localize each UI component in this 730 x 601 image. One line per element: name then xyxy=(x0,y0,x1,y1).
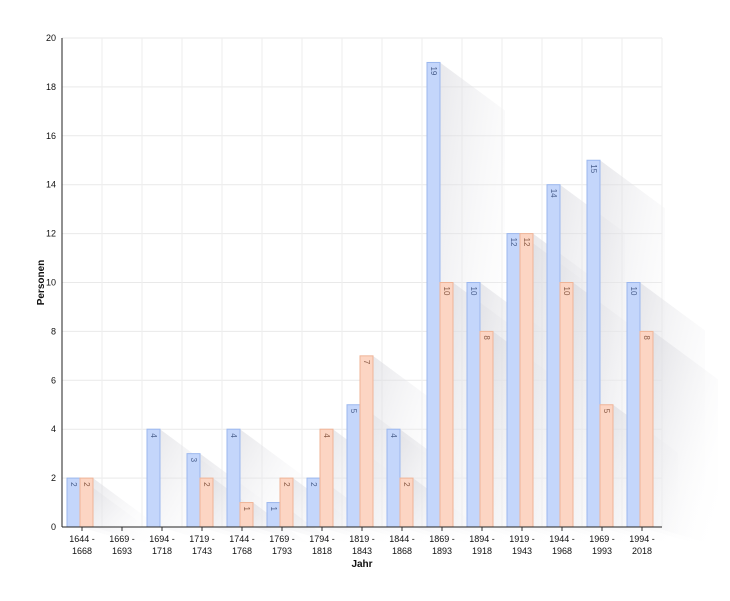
bar xyxy=(506,233,521,528)
bar-value-label: 8 xyxy=(482,335,491,340)
bar xyxy=(599,404,614,528)
x-tick-label: 1968 xyxy=(552,546,572,556)
y-tick-label: 6 xyxy=(51,375,56,385)
x-tick-label: 1844 - xyxy=(389,534,415,544)
bar xyxy=(386,428,401,528)
x-tick-label: 1719 - xyxy=(189,534,215,544)
y-tick-label: 20 xyxy=(46,33,56,43)
x-tick-label: 1794 - xyxy=(309,534,335,544)
bar-value-label: 2 xyxy=(402,482,411,487)
x-tick-label: 1744 - xyxy=(229,534,255,544)
x-tick-label: 1793 xyxy=(272,546,292,556)
bar-value-label: 2 xyxy=(309,482,318,487)
y-tick-label: 12 xyxy=(46,229,56,239)
x-tick-label: 1718 xyxy=(152,546,172,556)
bar-value-label: 10 xyxy=(562,287,571,296)
bar xyxy=(319,428,334,528)
bar xyxy=(466,282,481,528)
bar-value-label: 4 xyxy=(149,433,158,438)
x-tick-label: 1843 xyxy=(352,546,372,556)
y-tick-label: 14 xyxy=(46,180,56,190)
y-tick-label: 16 xyxy=(46,131,56,141)
x-tick-label: 1869 - xyxy=(429,534,455,544)
bar xyxy=(439,282,454,528)
bar-value-label: 4 xyxy=(322,433,331,438)
y-tick-label: 2 xyxy=(51,473,56,483)
bar-value-label: 12 xyxy=(509,238,518,247)
bar-value-label: 2 xyxy=(202,482,211,487)
bar xyxy=(426,61,441,528)
x-tick-label: 1894 - xyxy=(469,534,495,544)
x-tick-label: 1769 - xyxy=(269,534,295,544)
y-axis-title: Personen xyxy=(36,260,47,306)
y-tick-label: 0 xyxy=(51,522,56,532)
bar xyxy=(359,355,374,528)
bar xyxy=(479,330,494,528)
bar xyxy=(186,453,201,528)
bar-value-label: 19 xyxy=(429,66,438,75)
x-axis-title: Jahr xyxy=(351,559,372,570)
bar-value-label: 5 xyxy=(349,409,358,414)
x-tick-label: 1819 - xyxy=(349,534,375,544)
axes xyxy=(61,38,662,531)
bar-value-label: 8 xyxy=(642,335,651,340)
x-tick-label: 1668 xyxy=(72,546,92,556)
y-tick-label: 18 xyxy=(46,82,56,92)
bar-value-label: 2 xyxy=(69,482,78,487)
x-tick-label: 1943 xyxy=(512,546,532,556)
x-tick-label: 1768 xyxy=(232,546,252,556)
bar-value-label: 5 xyxy=(602,409,611,414)
bar-value-label: 1 xyxy=(242,507,251,512)
y-tick-label: 8 xyxy=(51,326,56,336)
bar-value-label: 10 xyxy=(442,287,451,296)
x-tick-label: 1868 xyxy=(392,546,412,556)
bar-value-label: 4 xyxy=(229,433,238,438)
x-tick-label: 2018 xyxy=(632,546,652,556)
x-tick-label: 1694 - xyxy=(149,534,175,544)
x-tick-label: 1993 xyxy=(592,546,612,556)
bar-value-label: 10 xyxy=(469,287,478,296)
bar xyxy=(626,282,641,528)
x-tick-label: 1644 - xyxy=(69,534,95,544)
y-tick-label: 10 xyxy=(46,278,56,288)
bar-shadow xyxy=(653,331,718,547)
bar-value-label: 15 xyxy=(589,164,598,173)
bar-value-label: 4 xyxy=(389,433,398,438)
x-tick-label: 1818 xyxy=(312,546,332,556)
bar xyxy=(639,330,654,528)
bar xyxy=(226,428,241,528)
bar-value-label: 14 xyxy=(549,189,558,198)
x-tick-label: 1969 - xyxy=(589,534,615,544)
x-tick-label: 1944 - xyxy=(549,534,575,544)
bar xyxy=(586,159,601,528)
bar-value-label: 7 xyxy=(362,360,371,365)
x-tick-label: 1693 xyxy=(112,546,132,556)
x-tick-label: 1893 xyxy=(432,546,452,556)
bar-shadow xyxy=(93,478,158,547)
x-tick-label: 1994 - xyxy=(629,534,655,544)
y-tick-label: 4 xyxy=(51,424,56,434)
bar xyxy=(546,184,561,528)
x-tick-label: 1918 xyxy=(472,546,492,556)
bar-value-label: 12 xyxy=(522,238,531,247)
bar-value-label: 1 xyxy=(269,507,278,512)
bar-value-label: 10 xyxy=(629,287,638,296)
bar xyxy=(519,233,534,528)
bar-value-label: 2 xyxy=(282,482,291,487)
x-tick-label: 1743 xyxy=(192,546,212,556)
x-tick-label: 1919 - xyxy=(509,534,535,544)
bar-value-label: 2 xyxy=(82,482,91,487)
bar-value-label: 3 xyxy=(189,458,198,463)
bar xyxy=(146,428,161,528)
bar xyxy=(559,282,574,528)
x-tick-label: 1669 - xyxy=(109,534,135,544)
bar xyxy=(346,404,361,528)
